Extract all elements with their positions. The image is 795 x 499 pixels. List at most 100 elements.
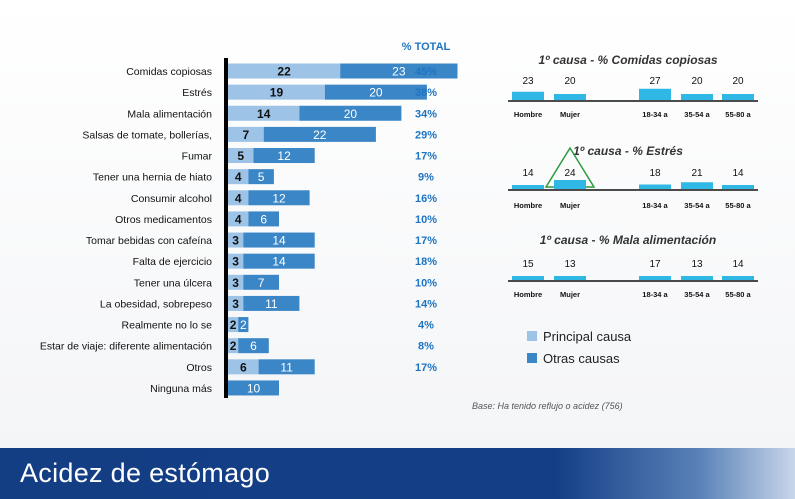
total-value: 17% — [415, 235, 437, 247]
bar-principal-label: 4 — [235, 170, 242, 184]
total-value: 34% — [415, 108, 437, 120]
bar-principal — [228, 63, 341, 79]
bar-otras — [324, 84, 427, 100]
category-label: Salsas de tomate, bollerías, — [82, 129, 212, 141]
segment-value: 27 — [649, 76, 661, 87]
segment-bar — [681, 276, 713, 280]
category-label: Ninguna más — [150, 383, 212, 395]
total-value: 17% — [415, 362, 437, 374]
bar-otras — [248, 169, 274, 185]
bar-otras-label: 5 — [258, 170, 265, 184]
segment-bar — [554, 180, 586, 189]
segment-category-label: 35-54 a — [684, 110, 710, 119]
segment-category-label: 18-34 a — [642, 110, 668, 119]
bar-principal — [228, 105, 300, 121]
segment-category-label: Hombre — [514, 290, 542, 299]
segment-value: 13 — [564, 259, 576, 270]
bar-principal-label: 3 — [232, 234, 239, 248]
total-value: 45% — [415, 66, 437, 78]
total-value: 17% — [415, 151, 437, 163]
bar-otras — [299, 105, 402, 121]
bar-principal-label: 3 — [232, 255, 239, 269]
bar-principal-label: 4 — [235, 212, 242, 226]
bar-otras-label: 20 — [344, 107, 358, 121]
bar-principal — [228, 274, 244, 290]
bar-principal-label: 5 — [237, 149, 244, 163]
segment-category-label: Mujer — [560, 201, 580, 210]
segment-category-label: 55-80 a — [725, 290, 751, 299]
bar-otras — [228, 380, 279, 396]
category-label: Comidas copiosas — [126, 66, 212, 78]
segment-value: 14 — [732, 259, 744, 270]
segment-bar — [512, 276, 544, 280]
bar-otras — [248, 211, 279, 227]
bar-principal-label: 3 — [232, 297, 239, 311]
segment-value: 20 — [564, 76, 576, 87]
bar-otras — [238, 338, 269, 354]
bar-principal — [228, 126, 264, 142]
category-label: Tomar bebidas con cafeína — [86, 235, 212, 247]
segment-chart-title: 1º causa - % Mala alimentación — [540, 233, 716, 247]
segment-category-label: 35-54 a — [684, 201, 710, 210]
segment-bar — [554, 276, 586, 280]
category-label: La obesidad, sobrepeso — [100, 298, 212, 310]
total-value: 18% — [415, 256, 437, 268]
category-label: Tener una úlcera — [134, 277, 212, 289]
segment-value: 24 — [564, 168, 576, 179]
segment-chart-title: 1º causa - % Estrés — [573, 144, 683, 158]
segment-value: 15 — [522, 259, 534, 270]
segment-value: 17 — [649, 259, 661, 270]
bar-otras — [243, 295, 300, 311]
segment-category-label: Hombre — [514, 201, 542, 210]
segment-bar — [722, 185, 754, 189]
bar-otras-label: 14 — [272, 234, 286, 248]
legend-label-principal: Principal causa — [543, 328, 632, 344]
bar-principal — [228, 84, 325, 100]
legend-label-otras: Otras causas — [543, 350, 620, 366]
base-note: Base: Ha tenido reflujo o acidez (756) — [472, 401, 623, 411]
bar-principal — [228, 253, 244, 269]
segment-category-label: Mujer — [560, 110, 580, 119]
bar-otras-label: 22 — [313, 128, 327, 142]
total-value: 38% — [415, 87, 437, 99]
bar-otras — [263, 126, 376, 142]
bar-otras-label: 12 — [272, 191, 286, 205]
total-header: % TOTAL — [402, 41, 451, 53]
bar-principal — [228, 232, 244, 248]
bar-otras-label: 20 — [369, 86, 383, 100]
bar-principal-label: 7 — [243, 128, 250, 142]
bar-otras-label: 7 — [258, 276, 265, 290]
segment-bar — [554, 94, 586, 100]
segment-value: 13 — [691, 259, 703, 270]
category-label: Realmente no lo se — [122, 320, 213, 332]
segment-category-label: Mujer — [560, 290, 580, 299]
category-label: Mala alimentación — [127, 108, 212, 120]
segment-chart-title: 1º causa - % Comidas copiosas — [538, 53, 717, 67]
bar-otras — [243, 232, 315, 248]
bar-principal — [228, 169, 249, 185]
bar-otras-label: 12 — [277, 149, 291, 163]
bar-principal — [228, 190, 249, 206]
bar-principal-label: 2 — [230, 339, 237, 353]
total-value: 16% — [415, 193, 437, 205]
total-value: 10% — [415, 277, 437, 289]
title-banner: Acidez de estómago — [0, 448, 795, 499]
category-label: Otros medicamentos — [115, 214, 212, 226]
bar-principal-label: 14 — [257, 107, 271, 121]
segment-value: 14 — [522, 168, 534, 179]
category-label: Estar de viaje: diferente alimentación — [40, 341, 212, 353]
total-value: 9% — [418, 172, 434, 184]
bar-otras-label: 11 — [265, 297, 278, 311]
segment-category-label: 18-34 a — [642, 290, 668, 299]
category-label: Estrés — [182, 87, 212, 99]
segment-bar — [681, 94, 713, 100]
bar-otras — [258, 359, 315, 375]
category-label: Consumir alcohol — [131, 193, 212, 205]
bar-otras — [238, 317, 249, 333]
segment-category-label: 35-54 a — [684, 290, 710, 299]
segment-category-label: 18-34 a — [642, 201, 668, 210]
bar-otras — [243, 253, 315, 269]
legend-item-principal: Principal causa — [527, 325, 631, 347]
bar-otras — [253, 148, 315, 164]
